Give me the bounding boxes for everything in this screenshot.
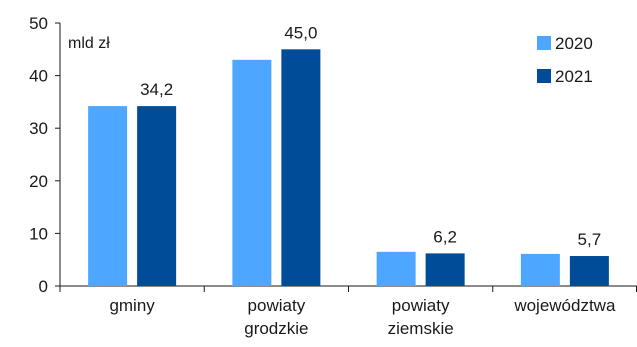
bar-2021 bbox=[137, 106, 177, 286]
category-label: województwa bbox=[513, 296, 616, 315]
data-labels: 34,2 45,0 6,2 5,7 bbox=[140, 23, 601, 249]
category-label: ziemskie bbox=[388, 319, 454, 338]
y-tick-label: 30 bbox=[29, 119, 48, 138]
y-axis: 0 10 20 30 40 50 bbox=[29, 14, 61, 296]
data-label: 34,2 bbox=[140, 80, 173, 99]
bars bbox=[88, 49, 609, 286]
legend-swatch bbox=[537, 69, 551, 83]
legend: 2020 2021 bbox=[537, 34, 593, 86]
category-label: gminy bbox=[109, 296, 155, 315]
bar-2021 bbox=[569, 256, 609, 286]
bar-2020 bbox=[376, 251, 416, 286]
bar-2021 bbox=[425, 253, 465, 286]
legend-swatch bbox=[537, 36, 551, 50]
y-tick-label: 0 bbox=[39, 277, 48, 296]
y-tick-label: 50 bbox=[29, 14, 48, 33]
unit-label: mld zł bbox=[68, 35, 110, 52]
data-label: 45,0 bbox=[284, 23, 317, 42]
category-label: grodzkie bbox=[244, 319, 308, 338]
legend-label: 2020 bbox=[555, 34, 593, 53]
bar-2020 bbox=[232, 59, 272, 286]
y-tick-label: 40 bbox=[29, 67, 48, 86]
x-axis: gminy powiaty grodzkie powiaty ziemskie wojew… bbox=[59, 285, 637, 338]
data-label: 5,7 bbox=[578, 230, 602, 249]
legend-label: 2021 bbox=[555, 67, 593, 86]
bar-2021 bbox=[281, 49, 321, 286]
data-label: 6,2 bbox=[433, 227, 457, 246]
y-tick-label: 10 bbox=[29, 224, 48, 243]
category-label: powiaty bbox=[392, 296, 450, 315]
y-tick-label: 20 bbox=[29, 172, 48, 191]
bar-2020 bbox=[88, 106, 128, 286]
bar-2020 bbox=[520, 253, 560, 286]
category-label: powiaty bbox=[248, 296, 306, 315]
